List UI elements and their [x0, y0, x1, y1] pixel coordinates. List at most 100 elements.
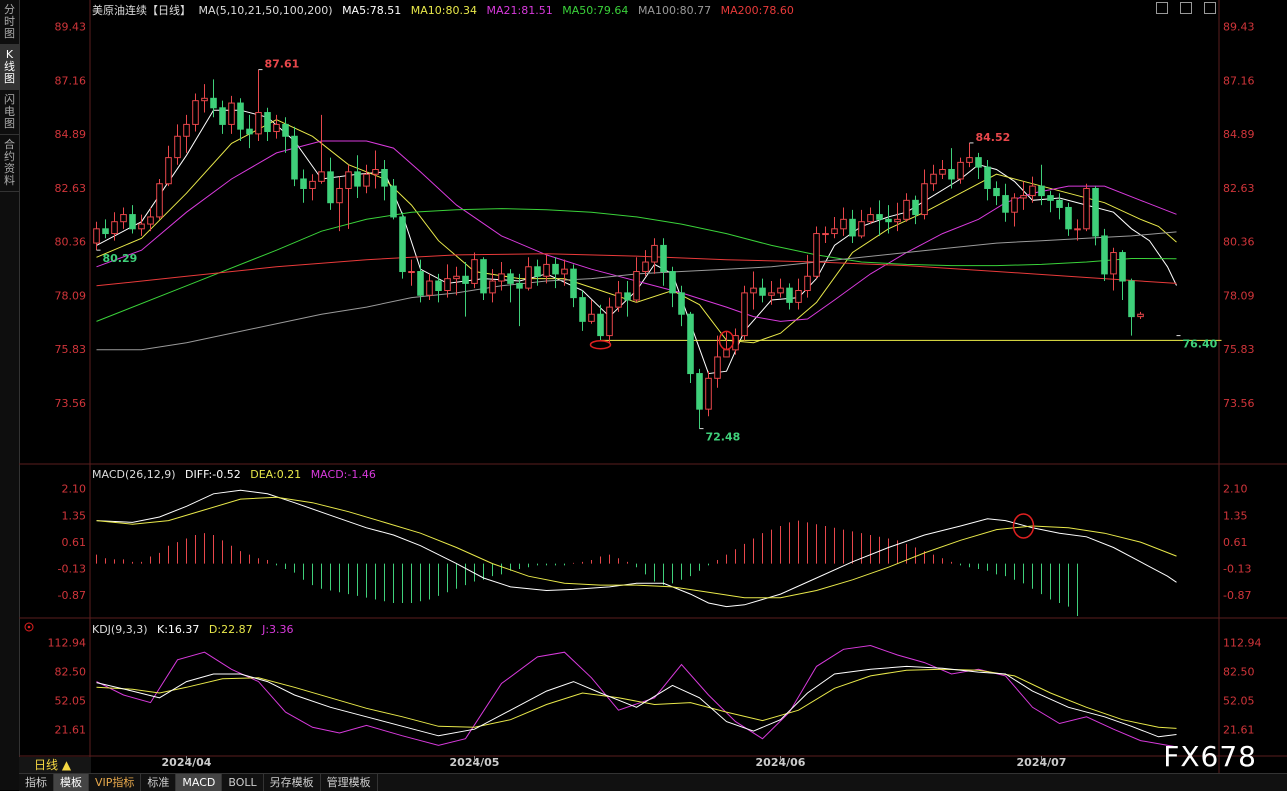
candle-body — [471, 259, 478, 284]
macd-ytick-left: -0.13 — [58, 562, 86, 575]
candle — [777, 278, 784, 298]
candle — [147, 207, 154, 232]
candle — [849, 209, 856, 244]
macd-ytick-right: -0.87 — [1223, 589, 1251, 602]
bottom-tab-0[interactable]: 指标 — [19, 774, 54, 791]
bottom-tab-1[interactable]: 模板 — [54, 774, 89, 791]
candle-body — [309, 180, 316, 189]
kdj-ytick-left: 52.05 — [55, 695, 87, 708]
left-tab-2[interactable]: 闪电图 — [0, 90, 19, 135]
close-icon[interactable] — [1204, 2, 1216, 14]
candle-body — [129, 214, 136, 230]
candle-body — [1020, 195, 1027, 199]
chart-canvas: 89.43 89.43 87.16 87.16 84.89 84.89 82.63 82.63… — [19, 0, 1287, 773]
candle-body — [633, 271, 640, 301]
candle — [795, 278, 802, 310]
candle — [975, 152, 982, 179]
candle — [1110, 247, 1117, 291]
candle — [651, 238, 658, 274]
candle — [390, 178, 397, 220]
candle-body — [462, 275, 469, 284]
candle — [1065, 202, 1072, 236]
candle — [120, 207, 127, 229]
bottom-tab-4[interactable]: MACD — [176, 774, 223, 791]
candle — [1074, 219, 1081, 241]
bottom-tab-3[interactable]: 标准 — [141, 774, 177, 791]
price-ytick-right: 73.56 — [1223, 397, 1255, 410]
candle-body — [435, 280, 442, 292]
candle-body — [714, 356, 721, 379]
candle — [273, 114, 280, 139]
candle-body — [1056, 199, 1063, 208]
candle — [327, 157, 334, 210]
candle-body — [291, 135, 298, 180]
candle — [597, 304, 604, 341]
candle — [1119, 250, 1126, 300]
extreme-label: 76.40 — [1183, 338, 1218, 351]
macd-dea-line — [96, 496, 1177, 599]
candle — [723, 330, 730, 358]
candle — [156, 178, 163, 220]
candle-body — [210, 97, 217, 109]
candle — [642, 250, 649, 277]
candle — [1002, 183, 1009, 222]
candle-body — [444, 278, 451, 292]
candle-body — [1011, 197, 1018, 213]
candle — [660, 238, 667, 286]
x-label: 2024/04 — [162, 756, 212, 769]
candle — [606, 297, 613, 343]
candle-body — [1029, 185, 1036, 197]
candle-body — [678, 292, 685, 315]
candle — [201, 84, 208, 113]
ma21-value: MA21:81.51 — [486, 4, 553, 17]
candle — [435, 273, 442, 303]
candle-body — [651, 244, 658, 263]
candle-body — [912, 199, 919, 216]
bottom-tab-2[interactable]: VIP指标 — [89, 774, 142, 791]
price-ytick-left: 73.56 — [55, 397, 87, 410]
extreme-label: 80.29 — [103, 252, 138, 265]
candle — [867, 207, 874, 225]
left-tab-0[interactable]: 分时图 — [0, 0, 19, 45]
extreme-label: 84.52 — [976, 131, 1011, 144]
candle — [903, 193, 910, 222]
kdj-ytick-left: 82.50 — [55, 666, 87, 679]
candle — [192, 93, 199, 132]
kdj-j: J:3.36 — [262, 623, 294, 636]
left-tab-3[interactable]: 合约资料 — [0, 135, 19, 192]
candle-body — [318, 171, 325, 182]
ma200-line — [96, 253, 1177, 287]
candle-body — [606, 306, 613, 337]
candle — [111, 212, 118, 241]
candle — [1083, 183, 1090, 232]
period-selector[interactable]: 日线 ▲ — [19, 757, 91, 773]
macd-ytick-left: -0.87 — [58, 589, 86, 602]
candle-body — [696, 373, 703, 410]
minimize-icon[interactable] — [1156, 2, 1168, 14]
candle-body — [570, 268, 577, 299]
candle-body — [597, 313, 604, 337]
macd-ytick-right: -0.13 — [1223, 562, 1251, 575]
bottom-tab-5[interactable]: BOLL — [222, 774, 264, 791]
candle-body — [147, 216, 154, 225]
candle — [741, 285, 748, 341]
candle-body — [1128, 280, 1135, 318]
candle — [1047, 190, 1054, 213]
candle-body — [840, 218, 847, 230]
bottom-tab-6[interactable]: 另存模板 — [264, 774, 321, 791]
candle-body — [813, 233, 820, 277]
bottom-tab-7[interactable]: 管理模板 — [321, 774, 378, 791]
ma21-line — [96, 140, 1177, 322]
candle — [1056, 193, 1063, 220]
candle — [345, 164, 352, 229]
candle-body — [246, 128, 253, 135]
kdj-ytick-right: 82.50 — [1223, 666, 1255, 679]
candle-body — [327, 171, 334, 204]
maximize-icon[interactable] — [1180, 2, 1192, 14]
candle — [1011, 193, 1018, 227]
candle — [444, 264, 451, 298]
candle — [1020, 181, 1027, 210]
candle — [381, 160, 388, 201]
candle — [93, 221, 100, 251]
